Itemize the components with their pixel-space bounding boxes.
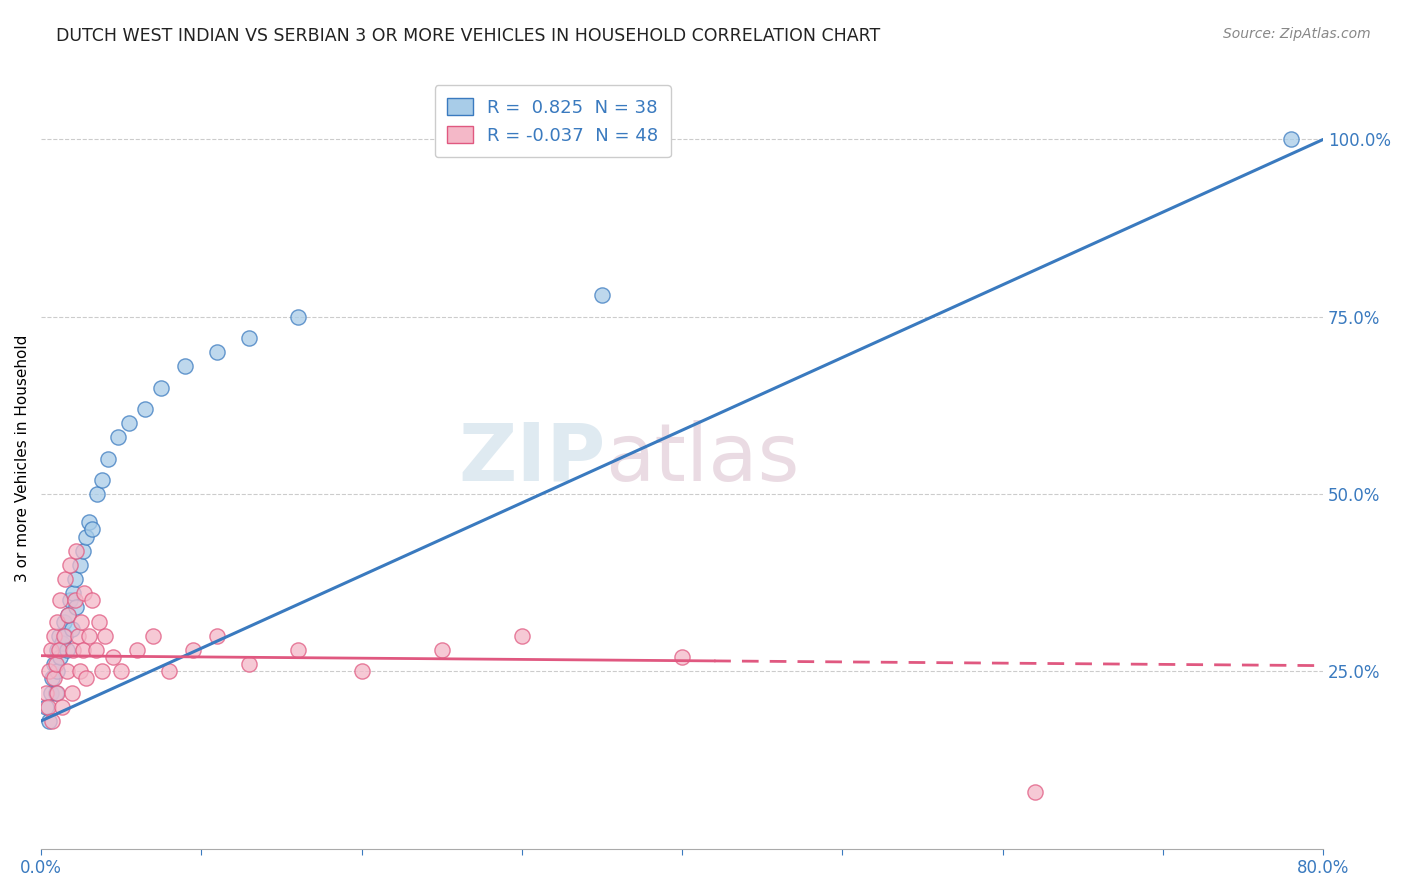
Point bbox=[430, 643, 453, 657]
Point bbox=[63, 593, 86, 607]
Point bbox=[127, 643, 149, 657]
Point bbox=[94, 629, 117, 643]
Point bbox=[39, 685, 62, 699]
Point bbox=[35, 699, 58, 714]
Point bbox=[510, 629, 533, 643]
Text: DUTCH WEST INDIAN VS SERBIAN 3 OR MORE VEHICLES IN HOUSEHOLD CORRELATION CHART: DUTCH WEST INDIAN VS SERBIAN 3 OR MORE V… bbox=[56, 27, 880, 45]
Point bbox=[77, 516, 100, 530]
Point bbox=[86, 487, 108, 501]
Point bbox=[41, 672, 63, 686]
Text: ZIP: ZIP bbox=[458, 419, 605, 498]
Point bbox=[46, 685, 69, 699]
Point bbox=[134, 401, 156, 416]
Point bbox=[62, 586, 84, 600]
Point bbox=[77, 629, 100, 643]
Legend: R =  0.825  N = 38, R = -0.037  N = 48: R = 0.825 N = 38, R = -0.037 N = 48 bbox=[434, 86, 671, 157]
Point bbox=[52, 629, 75, 643]
Point bbox=[38, 714, 60, 728]
Text: Source: ZipAtlas.com: Source: ZipAtlas.com bbox=[1223, 27, 1371, 41]
Point bbox=[287, 310, 309, 324]
Point bbox=[70, 615, 93, 629]
Point bbox=[591, 288, 613, 302]
Point bbox=[84, 643, 107, 657]
Point bbox=[69, 665, 91, 679]
Point bbox=[72, 643, 94, 657]
Point bbox=[110, 665, 132, 679]
Point bbox=[82, 593, 104, 607]
Point bbox=[46, 615, 69, 629]
Text: atlas: atlas bbox=[605, 419, 800, 498]
Point bbox=[142, 629, 165, 643]
Point bbox=[174, 359, 197, 374]
Point bbox=[238, 657, 260, 672]
Point bbox=[91, 473, 114, 487]
Point bbox=[65, 543, 87, 558]
Point bbox=[65, 600, 87, 615]
Point bbox=[207, 345, 229, 359]
Point bbox=[238, 331, 260, 345]
Point bbox=[42, 629, 65, 643]
Point bbox=[69, 558, 91, 572]
Point bbox=[52, 615, 75, 629]
Point bbox=[53, 572, 76, 586]
Point bbox=[671, 650, 693, 665]
Point bbox=[60, 622, 83, 636]
Point bbox=[350, 665, 373, 679]
Point bbox=[38, 665, 60, 679]
Point bbox=[59, 593, 82, 607]
Point bbox=[82, 523, 104, 537]
Point bbox=[103, 650, 125, 665]
Point bbox=[150, 381, 173, 395]
Point bbox=[51, 699, 73, 714]
Point bbox=[49, 650, 72, 665]
Point bbox=[48, 643, 70, 657]
Point bbox=[37, 699, 59, 714]
Point bbox=[66, 629, 89, 643]
Point bbox=[1279, 132, 1302, 146]
Point bbox=[48, 629, 70, 643]
Point bbox=[75, 672, 97, 686]
Point bbox=[87, 615, 110, 629]
Point bbox=[207, 629, 229, 643]
Point bbox=[42, 657, 65, 672]
Point bbox=[107, 430, 129, 444]
Point bbox=[91, 665, 114, 679]
Point bbox=[73, 586, 96, 600]
Point bbox=[1024, 785, 1046, 799]
Point bbox=[63, 572, 86, 586]
Point bbox=[58, 607, 80, 622]
Point bbox=[97, 451, 120, 466]
Point bbox=[53, 629, 76, 643]
Point bbox=[58, 607, 80, 622]
Y-axis label: 3 or more Vehicles in Household: 3 or more Vehicles in Household bbox=[15, 334, 30, 582]
Point bbox=[62, 643, 84, 657]
Point bbox=[35, 685, 58, 699]
Point bbox=[157, 665, 180, 679]
Point bbox=[42, 672, 65, 686]
Point bbox=[59, 558, 82, 572]
Point bbox=[55, 665, 77, 679]
Point bbox=[44, 685, 66, 699]
Point bbox=[55, 643, 77, 657]
Point bbox=[44, 657, 66, 672]
Point bbox=[60, 685, 83, 699]
Point bbox=[118, 416, 141, 430]
Point bbox=[41, 714, 63, 728]
Point bbox=[46, 643, 69, 657]
Point bbox=[183, 643, 205, 657]
Point bbox=[46, 665, 69, 679]
Point bbox=[75, 530, 97, 544]
Point bbox=[51, 636, 73, 650]
Point bbox=[39, 643, 62, 657]
Point bbox=[72, 543, 94, 558]
Point bbox=[287, 643, 309, 657]
Point bbox=[49, 593, 72, 607]
